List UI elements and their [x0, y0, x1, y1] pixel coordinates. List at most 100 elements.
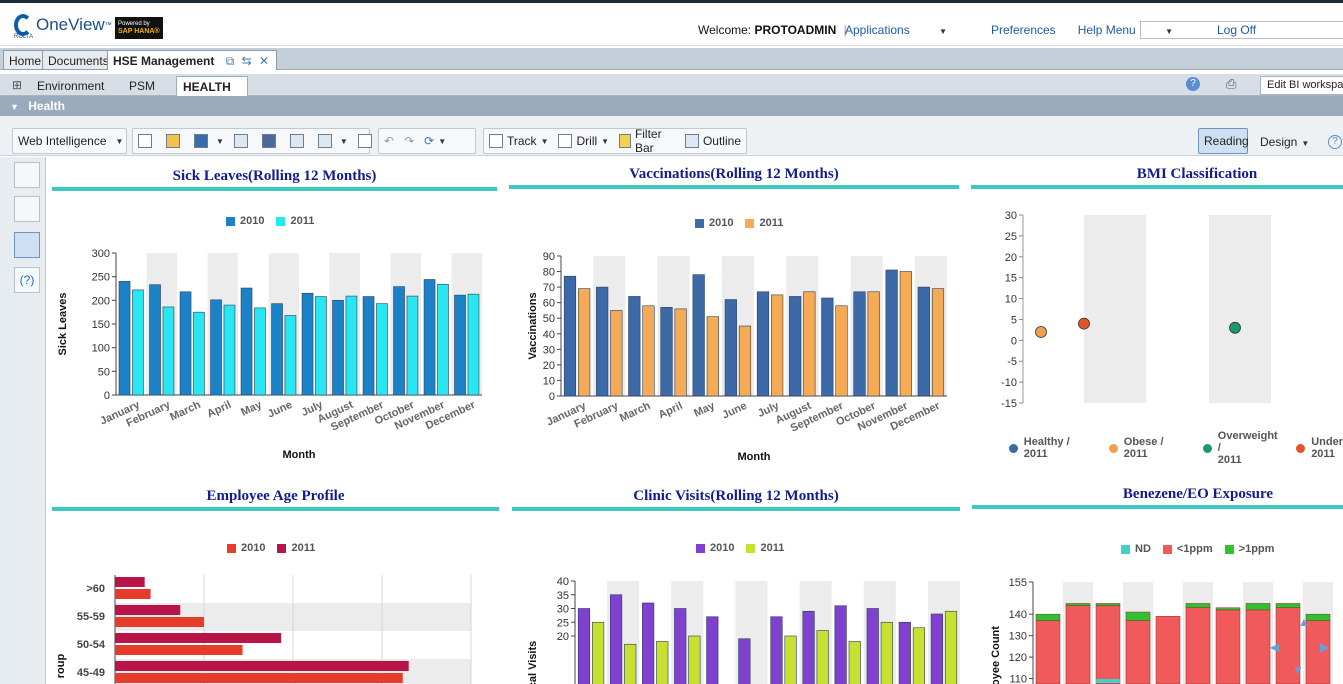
- bar-segment: [1215, 609, 1241, 684]
- redo-icon[interactable]: ↷: [404, 134, 415, 148]
- history-icon[interactable]: [285, 134, 313, 148]
- bar: [930, 613, 943, 684]
- tab-hse-management[interactable]: HSE Management ⧉ ⇆ ✕: [107, 50, 277, 70]
- bar: [563, 275, 577, 397]
- bar: [898, 621, 911, 684]
- bar: [917, 286, 930, 397]
- tab-health[interactable]: HEALTH: [176, 76, 248, 96]
- vaccinations-panel: Vaccinations(Rolling 12 Months) 2010 201…: [509, 164, 959, 474]
- welcome-text: Welcome: PROTOADMIN |: [698, 23, 847, 37]
- preferences-link[interactable]: Preferences: [990, 23, 1056, 37]
- bar: [149, 284, 161, 396]
- bar-segment: [1245, 603, 1271, 611]
- y-tick-label: 80: [543, 267, 555, 279]
- bmi-chart[interactable]: -15 -10 -5 0 5 10 15 20 25 30: [971, 164, 1343, 464]
- undo-icon[interactable]: ↶: [384, 134, 395, 148]
- bar: [284, 315, 297, 396]
- x-tick-label: May: [239, 398, 264, 418]
- refresh-icon[interactable]: ⟳ ▼: [424, 134, 447, 148]
- bar: [610, 310, 623, 397]
- open-folder-icon[interactable]: [161, 134, 189, 148]
- y-tick-label: 20: [1005, 252, 1017, 264]
- bar: [834, 605, 847, 684]
- logoff-link[interactable]: Log Off: [1216, 23, 1257, 37]
- help-panel-icon[interactable]: (?): [14, 267, 40, 293]
- document-tools: ▼ ▼ ▼: [132, 128, 388, 154]
- section-header[interactable]: ▼ Health: [0, 96, 1343, 116]
- track-button[interactable]: Track ▼: [484, 134, 553, 148]
- bar: [656, 641, 669, 684]
- bar: [738, 638, 751, 684]
- age-profile-panel: Employee Age Profile 2010 2011 >60 55-59 5…: [52, 486, 499, 684]
- print-doc-icon[interactable]: [229, 134, 257, 148]
- bar: [467, 293, 480, 396]
- plot-band: [1209, 215, 1271, 403]
- rolta-logo-icon: [14, 14, 32, 36]
- tab-detach-icon[interactable]: ⧉: [225, 54, 235, 68]
- design-mode-menu[interactable]: Design ▼: [1260, 135, 1310, 149]
- bar: [724, 299, 737, 397]
- title-underline: [509, 185, 959, 189]
- bar: [210, 299, 222, 396]
- collapse-icon[interactable]: ▼: [10, 102, 19, 112]
- webi-toolbar: Web Intelligence▼ ▼ ▼ ▼ ↶ ↷ ⟳▼ Track▼ Dr…: [0, 116, 1343, 156]
- input-controls-icon[interactable]: [14, 232, 40, 258]
- title-underline: [972, 505, 1343, 509]
- y-tick-label: 55-59: [77, 611, 105, 623]
- navigation-map-icon[interactable]: [14, 196, 40, 222]
- help-icon[interactable]: ?: [1186, 77, 1200, 91]
- help-menu[interactable]: Help Menu ▼: [1077, 23, 1173, 37]
- benzene-chart[interactable]: 155 140 130 120 110 oyee Count ▲ ◀ ▶ ▼: [972, 486, 1343, 684]
- y-tick-label: 0: [549, 391, 555, 403]
- bar-segment: [1275, 603, 1301, 608]
- new-document-icon[interactable]: [133, 134, 161, 148]
- bar: [706, 616, 719, 684]
- tab-documents[interactable]: Documents: [42, 50, 115, 70]
- grid-icon[interactable]: ⊞: [12, 78, 23, 92]
- print-icon[interactable]: ⎙: [1226, 76, 1237, 91]
- plot-band: [1084, 215, 1146, 403]
- bar: [848, 641, 861, 684]
- username: PROTOADMIN: [754, 23, 837, 37]
- bar-segment: [1245, 609, 1271, 684]
- export-icon[interactable]: ▼: [313, 134, 353, 148]
- bar: [688, 635, 701, 684]
- bar: [609, 594, 623, 684]
- web-intelligence-menu[interactable]: Web Intelligence ▼: [12, 128, 127, 154]
- undo-redo-group: ↶ ↷ ⟳ ▼: [378, 128, 476, 154]
- drill-button[interactable]: Drill ▼: [553, 134, 614, 148]
- tab-environment[interactable]: Environment: [37, 79, 105, 93]
- x-tick-label: March: [168, 399, 203, 424]
- age-profile-chart[interactable]: >60 55-59 50-54 45-49 roup: [52, 486, 499, 684]
- filter-bar-button[interactable]: Filter Bar: [614, 127, 680, 155]
- y-tick-label: 90: [543, 251, 555, 263]
- applications-menu[interactable]: Applications ▼: [845, 23, 947, 37]
- save-icon[interactable]: ▼: [189, 134, 229, 148]
- y-tick-label: 10: [1005, 294, 1017, 306]
- bar: [115, 673, 403, 683]
- edit-bi-workspace-button[interactable]: Edit BI workspace: [1260, 76, 1343, 95]
- search-input[interactable]: [1140, 21, 1343, 39]
- tab-home[interactable]: Home: [3, 50, 48, 70]
- reading-mode-button[interactable]: Reading: [1198, 128, 1249, 154]
- y-tick-label: 70: [543, 282, 555, 294]
- y-tick-label: 130: [1009, 631, 1027, 643]
- bar: [393, 286, 405, 396]
- bmi-title: BMI Classification: [1136, 166, 1258, 182]
- tab-close-icon[interactable]: ✕: [259, 54, 270, 68]
- x-tick-label: June: [720, 400, 748, 422]
- oneview-logo[interactable]: OneView ™ ROLTA: [14, 14, 112, 40]
- tab-pin-icon[interactable]: ⇆: [241, 54, 252, 68]
- y-tick-label: 40: [543, 329, 555, 341]
- outline-button[interactable]: Outline: [680, 134, 746, 148]
- vaccinations-title: Vaccinations(Rolling 12 Months): [629, 166, 839, 182]
- page-tabs: ⊞ Environment PSM HEALTH ? ⎙ Edit BI wor…: [0, 74, 1343, 96]
- tab-psm[interactable]: PSM: [129, 79, 156, 93]
- toolbar-help-icon[interactable]: ?: [1328, 135, 1342, 149]
- bar: [853, 291, 866, 397]
- document-summary-icon[interactable]: [14, 162, 40, 188]
- find-icon[interactable]: [257, 134, 285, 148]
